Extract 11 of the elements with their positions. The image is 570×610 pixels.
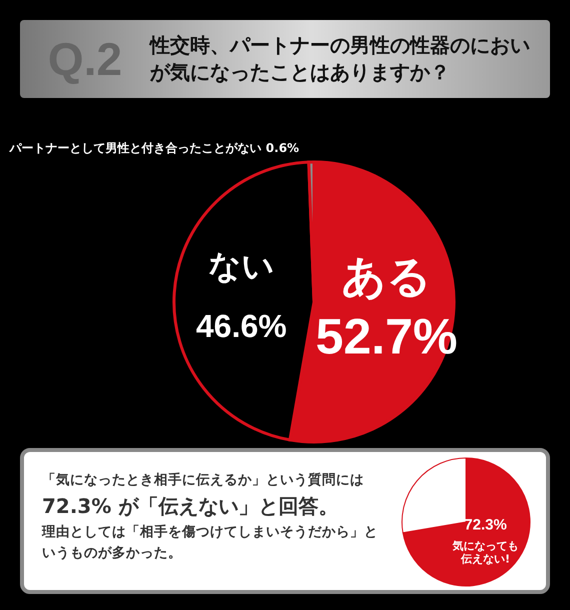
slice-label: 気になっても伝えない! <box>452 540 519 566</box>
chart-title: 性交時、パートナーの男性の性器のにおいが気になったことはありますか？ <box>150 32 531 86</box>
data-label: 72.3% <box>464 516 507 534</box>
slice-label: ない <box>208 247 274 286</box>
pie-slice <box>402 458 530 586</box>
text: 「気になったとき相手に伝えるか」という質問には <box>42 471 365 490</box>
text: 理由としては「相手を傷つけてしまいそうだから」というものが多かった。 <box>42 522 379 563</box>
text: 72.3% が「伝えない」と回答。 <box>42 492 340 520</box>
data-label: 46.6% <box>196 308 287 344</box>
slice-label: ある <box>342 251 432 302</box>
slice-label: パートナーとして男性と付き合ったことがない 0.6% <box>8 141 300 156</box>
